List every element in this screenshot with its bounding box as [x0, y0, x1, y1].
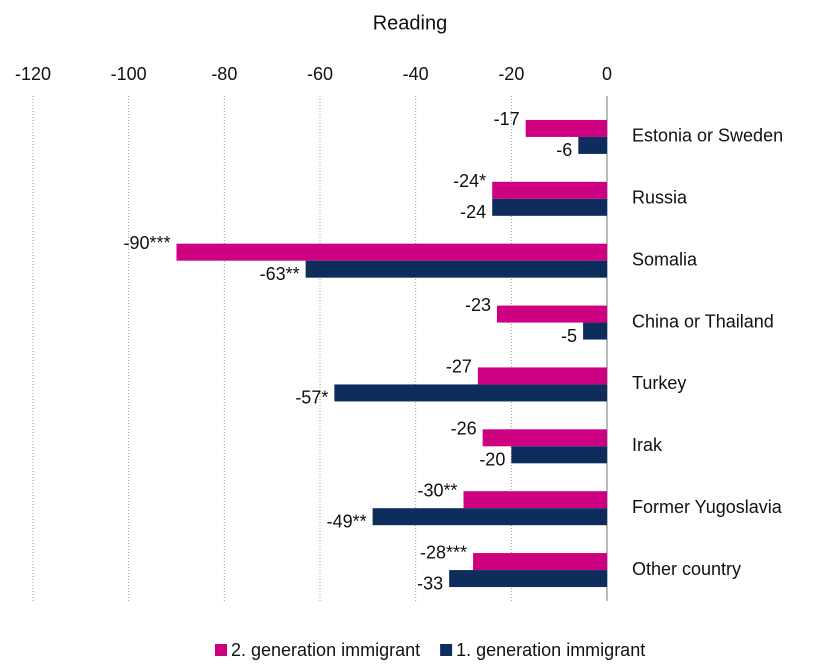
- x-tick-label: -60: [307, 64, 333, 84]
- value-label: -20: [479, 450, 505, 470]
- bar: [578, 136, 607, 154]
- x-tick-label: -100: [111, 64, 147, 84]
- bar: [334, 384, 607, 402]
- value-label: -57*: [295, 388, 328, 408]
- bar: [492, 181, 607, 199]
- value-label: -6: [556, 140, 572, 160]
- bar: [492, 198, 607, 216]
- legend-label: 1. generation immigrant: [456, 640, 645, 660]
- bar: [583, 322, 607, 340]
- x-tick-label: 0: [602, 64, 612, 84]
- value-label: -27: [446, 357, 472, 377]
- category-label: Irak: [632, 435, 663, 455]
- category-label: Russia: [632, 188, 688, 208]
- value-label: -24: [460, 202, 486, 222]
- value-label: -24*: [453, 171, 486, 191]
- x-tick-label: -40: [403, 64, 429, 84]
- category-label: Turkey: [632, 373, 686, 393]
- x-tick-label: -20: [498, 64, 524, 84]
- category-label: China or Thailand: [632, 311, 774, 331]
- legend-label: 2. generation immigrant: [231, 640, 420, 660]
- chart-title: Reading: [373, 12, 448, 34]
- value-label: -63**: [260, 264, 300, 284]
- value-label: -49**: [327, 511, 367, 531]
- value-label: -5: [561, 326, 577, 346]
- bar: [525, 119, 607, 137]
- category-label: Estonia or Sweden: [632, 126, 783, 146]
- bar: [449, 570, 607, 588]
- bar: [482, 429, 607, 447]
- bar: [511, 446, 607, 464]
- x-tick-label: -80: [211, 64, 237, 84]
- x-tick-label: -120: [15, 64, 51, 84]
- value-label: -23: [465, 295, 491, 315]
- value-label: -30**: [417, 480, 457, 500]
- bar: [473, 553, 607, 571]
- category-label: Other country: [632, 559, 741, 579]
- bar: [372, 508, 607, 526]
- legend-swatch: [440, 644, 453, 656]
- value-label: -26: [451, 419, 477, 439]
- value-label: -17: [494, 109, 520, 129]
- bar: [305, 260, 607, 278]
- category-label: Somalia: [632, 249, 698, 269]
- value-label: -33: [417, 573, 443, 593]
- bar: [463, 491, 607, 509]
- value-label: -28***: [420, 542, 467, 562]
- legend-swatch: [215, 644, 227, 656]
- category-label: Former Yugoslavia: [632, 497, 783, 517]
- bar: [496, 305, 607, 323]
- value-label: -90***: [123, 233, 170, 253]
- bar: [176, 243, 607, 261]
- bar: [477, 367, 607, 385]
